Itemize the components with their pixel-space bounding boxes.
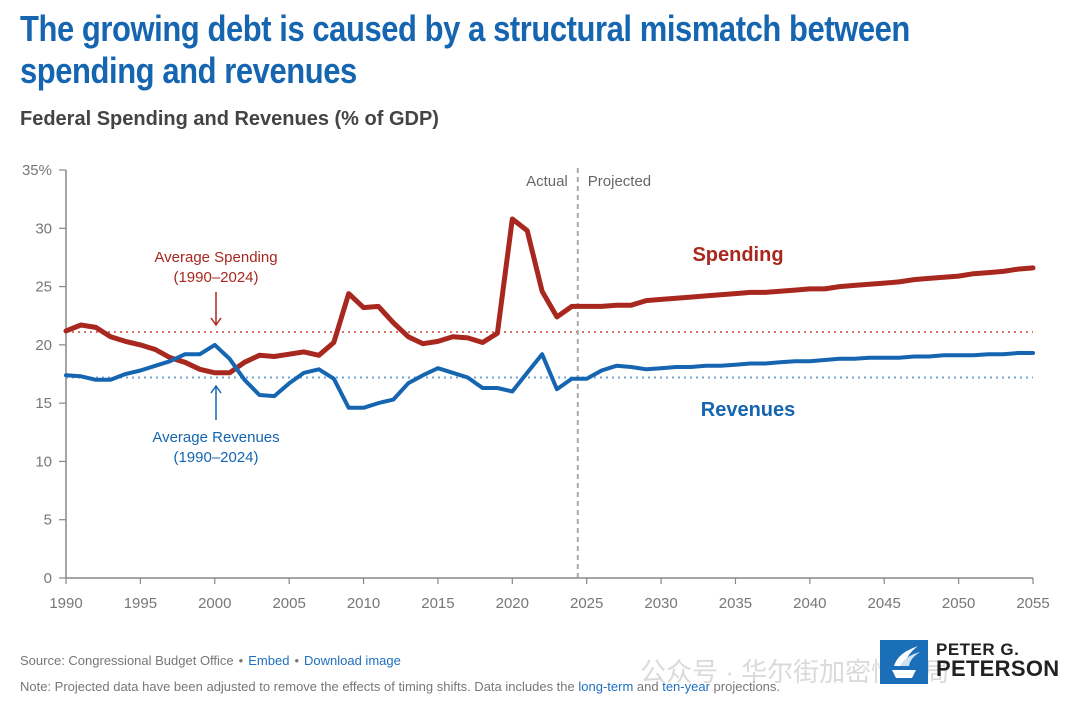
- x-tick-label: 2035: [719, 595, 752, 612]
- note-suffix: projections.: [709, 679, 781, 694]
- avg-revenues-arrow-icon: [210, 384, 222, 420]
- x-tick-label: 2050: [942, 595, 975, 612]
- series-lines: [63, 216, 1036, 410]
- x-tick-label: 2045: [868, 595, 901, 612]
- bullet: •: [238, 653, 244, 668]
- peterson-logo[interactable]: PETER G. PETERSON: [880, 640, 1060, 684]
- actual-label: Actual: [526, 173, 568, 190]
- y-tick-label: 25: [35, 279, 52, 296]
- page-title: The growing debt is caused by a structur…: [20, 8, 910, 91]
- y-tick-label: 5: [44, 512, 52, 529]
- source-line: Source: Congressional Budget Office • Embe…: [20, 653, 401, 668]
- long-term-link[interactable]: long-term: [578, 679, 634, 694]
- logo-text-line1: PETER G.: [936, 640, 1020, 659]
- note-and: and: [633, 679, 663, 694]
- y-tick-label: 20: [35, 337, 52, 354]
- x-tick-label: 1995: [124, 595, 157, 612]
- spending-series-label: Spending: [692, 244, 783, 266]
- y-tick-label: 30: [35, 220, 52, 237]
- x-tick-label: 2005: [272, 595, 305, 612]
- x-tick-label: 2025: [570, 595, 603, 612]
- projected-label: Projected: [588, 173, 651, 190]
- x-tick-label: 1990: [49, 595, 82, 612]
- x-tick-label: 2010: [347, 595, 380, 612]
- avg-revenues-annotation-line2: (1990–2024): [173, 449, 258, 466]
- embed-link[interactable]: Embed: [248, 653, 290, 668]
- x-tick-label: 2030: [644, 595, 677, 612]
- reference-lines: [66, 331, 1033, 379]
- avg-spending-arrow-icon: [210, 292, 222, 327]
- spending-line: [63, 216, 1036, 376]
- y-tick-label: 35%: [22, 162, 52, 179]
- y-tick-label: 15: [35, 395, 52, 412]
- note-line: Note: Projected data have been adjusted …: [20, 679, 780, 694]
- y-tick-label: 0: [44, 570, 52, 587]
- y-tick-label: 10: [35, 453, 52, 470]
- x-tick-label: 2015: [421, 595, 454, 612]
- avg-revenues-annotation-line1: Average Revenues: [152, 429, 279, 446]
- ten-year-link[interactable]: ten-year: [662, 679, 710, 694]
- avg-spending-annotation-line2: (1990–2024): [173, 269, 258, 286]
- revenues-line: [64, 342, 1035, 410]
- download-image-link[interactable]: Download image: [304, 653, 401, 668]
- flame-logo-icon: [880, 640, 928, 684]
- x-tick-label: 2040: [793, 595, 826, 612]
- note-text: Note: Projected data have been adjusted …: [20, 679, 579, 694]
- x-tick-label: 2000: [198, 595, 231, 612]
- avg-spending-annotation-line1: Average Spending: [154, 249, 277, 266]
- logo-text-line2: PETERSON: [936, 656, 1060, 681]
- bullet: •: [294, 653, 299, 668]
- revenues-series-label: Revenues: [701, 399, 796, 421]
- x-tick-label: 2055: [1016, 595, 1049, 612]
- x-tick-label: 2020: [496, 595, 529, 612]
- chart-subtitle: Federal Spending and Revenues (% of GDP): [20, 108, 439, 130]
- source-text: Source: Congressional Budget Office: [20, 653, 234, 668]
